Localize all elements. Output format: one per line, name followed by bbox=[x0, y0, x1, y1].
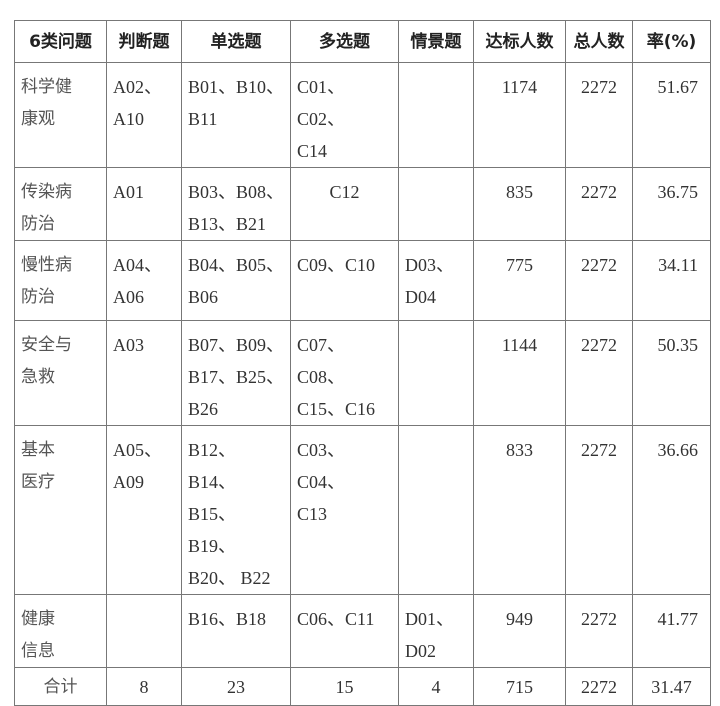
table-row: 慢性病 防治 A04、 A06 B04、B05、 B06 C09、C10 D03、 D0… bbox=[14, 240, 711, 321]
cell-scenario: D01、 D02 bbox=[398, 594, 474, 668]
cell-rate: 51.67 bbox=[632, 62, 711, 168]
cell-scenario: D03、 D04 bbox=[398, 240, 474, 321]
cell-rate: 36.75 bbox=[632, 167, 711, 241]
cell-category: 安全与 急救 bbox=[14, 320, 107, 426]
table-row: 科学健 康观 A02、 A10 B01、B10、 B11 C01、C02、 C14 11… bbox=[14, 62, 711, 168]
cell-total: 2272 bbox=[565, 594, 633, 668]
cell-scenario bbox=[398, 62, 474, 168]
cell-category: 科学健 康观 bbox=[14, 62, 107, 168]
cell-qualified: 835 bbox=[473, 167, 566, 241]
cell-single: B07、B09、 B17、B25、 B26 bbox=[181, 320, 291, 426]
cell-single: 23 bbox=[181, 667, 291, 706]
cell-single: B01、B10、 B11 bbox=[181, 62, 291, 168]
header-row: 6类问题 判断题 单选题 多选题 情景题 达标人数 总人数 率(%) bbox=[14, 20, 711, 63]
cell-qualified: 1174 bbox=[473, 62, 566, 168]
cell-multiple: C03、C04、 C13 bbox=[290, 425, 399, 595]
total-row: 合计 8 23 15 4 715 2272 31.47 bbox=[14, 667, 711, 706]
cell-total: 2272 bbox=[565, 62, 633, 168]
cell-single: B12、 B14、 B15、 B19、 B20、 B22 bbox=[181, 425, 291, 595]
cell-qualified: 715 bbox=[473, 667, 566, 706]
cell-scenario bbox=[398, 320, 474, 426]
cell-category: 基本 医疗 bbox=[14, 425, 107, 595]
cell-category: 健康 信息 bbox=[14, 594, 107, 668]
cell-judgment: A04、 A06 bbox=[106, 240, 182, 321]
cell-qualified: 833 bbox=[473, 425, 566, 595]
cell-rate: 36.66 bbox=[632, 425, 711, 595]
header-single-choice: 单选题 bbox=[181, 20, 291, 63]
cell-judgment: A02、 A10 bbox=[106, 62, 182, 168]
cell-total: 2272 bbox=[565, 240, 633, 321]
table-row: 基本 医疗 A05、 A09 B12、 B14、 B15、 B19、 B20、 B2… bbox=[14, 425, 711, 595]
header-multiple-choice: 多选题 bbox=[290, 20, 399, 63]
cell-multiple: C07、C08、 C15、C16 bbox=[290, 320, 399, 426]
cell-scenario: 4 bbox=[398, 667, 474, 706]
health-literacy-table: 6类问题 判断题 单选题 多选题 情景题 达标人数 总人数 率(%) 科学健 康… bbox=[14, 20, 711, 706]
cell-judgment: A01 bbox=[106, 167, 182, 241]
table-row: 安全与 急救 A03 B07、B09、 B17、B25、 B26 C07、C08、 C… bbox=[14, 320, 711, 426]
table-row: 健康 信息 B16、B18 C06、C11 D01、 D02 949 2272 41.77 bbox=[14, 594, 711, 668]
cell-scenario bbox=[398, 167, 474, 241]
cell-scenario bbox=[398, 425, 474, 595]
header-rate: 率(%) bbox=[632, 20, 711, 63]
cell-single: B04、B05、 B06 bbox=[181, 240, 291, 321]
header-category: 6类问题 bbox=[14, 20, 107, 63]
cell-total: 2272 bbox=[565, 667, 633, 706]
cell-judgment: 8 bbox=[106, 667, 182, 706]
cell-judgment bbox=[106, 594, 182, 668]
header-total: 总人数 bbox=[565, 20, 633, 63]
header-judgment: 判断题 bbox=[106, 20, 182, 63]
cell-rate: 31.47 bbox=[632, 667, 711, 706]
cell-judgment: A05、 A09 bbox=[106, 425, 182, 595]
cell-total: 2272 bbox=[565, 167, 633, 241]
header-scenario: 情景题 bbox=[398, 20, 474, 63]
cell-total: 2272 bbox=[565, 320, 633, 426]
cell-qualified: 949 bbox=[473, 594, 566, 668]
cell-rate: 34.11 bbox=[632, 240, 711, 321]
cell-multiple: C12 bbox=[290, 167, 399, 241]
cell-multiple: C09、C10 bbox=[290, 240, 399, 321]
cell-qualified: 775 bbox=[473, 240, 566, 321]
cell-single: B03、B08、 B13、B21 bbox=[181, 167, 291, 241]
cell-category: 传染病 防治 bbox=[14, 167, 107, 241]
table-row: 传染病 防治 A01 B03、B08、 B13、B21 C12 835 2272 36.75 bbox=[14, 167, 711, 241]
cell-multiple: C06、C11 bbox=[290, 594, 399, 668]
header-qualified: 达标人数 bbox=[473, 20, 566, 63]
cell-rate: 50.35 bbox=[632, 320, 711, 426]
cell-judgment: A03 bbox=[106, 320, 182, 426]
cell-multiple: C01、C02、 C14 bbox=[290, 62, 399, 168]
cell-qualified: 1144 bbox=[473, 320, 566, 426]
cell-total: 2272 bbox=[565, 425, 633, 595]
cell-category: 慢性病 防治 bbox=[14, 240, 107, 321]
cell-category: 合计 bbox=[14, 667, 107, 706]
cell-multiple: 15 bbox=[290, 667, 399, 706]
cell-rate: 41.77 bbox=[632, 594, 711, 668]
cell-single: B16、B18 bbox=[181, 594, 291, 668]
